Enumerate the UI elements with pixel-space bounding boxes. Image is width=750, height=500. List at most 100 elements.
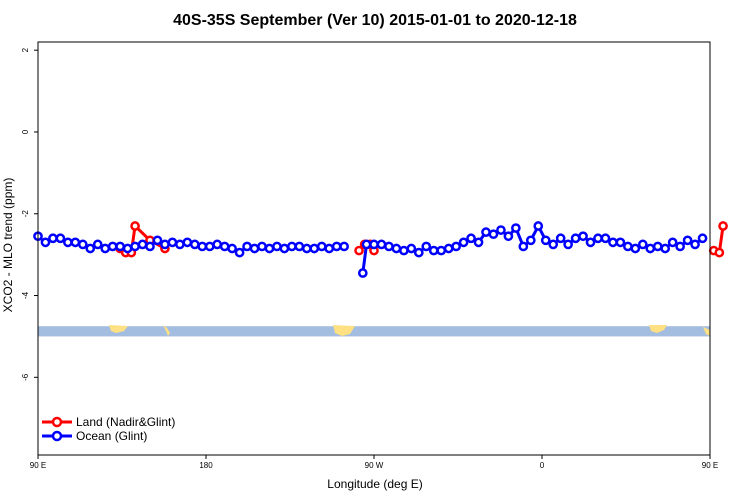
data-point-ocean bbox=[503, 231, 514, 242]
data-point-ocean bbox=[324, 243, 335, 254]
data-point-ocean bbox=[578, 231, 588, 242]
legend-marker-land bbox=[51, 416, 63, 428]
land-africa bbox=[649, 325, 667, 333]
data-point-ocean bbox=[197, 241, 208, 252]
data-point-ocean bbox=[548, 239, 559, 250]
data-point-ocean bbox=[570, 233, 581, 244]
data-point-ocean bbox=[85, 243, 96, 254]
data-point-ocean bbox=[63, 237, 73, 248]
data-point-ocean bbox=[70, 237, 81, 248]
y-tick-label: -4 bbox=[21, 291, 30, 299]
data-point-ocean bbox=[257, 241, 267, 252]
data-point-ocean bbox=[175, 239, 185, 250]
y-tick-label: 0 bbox=[21, 129, 30, 134]
legend-label-land: Land (Nadir&Glint) bbox=[76, 415, 175, 429]
data-point-ocean bbox=[309, 243, 320, 254]
legend-label-ocean: Ocean (Glint) bbox=[76, 429, 147, 443]
data-point-ocean bbox=[152, 235, 163, 246]
data-point-ocean bbox=[369, 239, 379, 250]
data-point-ocean bbox=[384, 241, 394, 252]
data-point-ocean bbox=[428, 245, 439, 256]
data-point-ocean bbox=[645, 243, 656, 254]
data-point-ocean bbox=[212, 239, 223, 250]
data-point-ocean bbox=[615, 237, 626, 248]
x-tick-label: 90 E bbox=[30, 461, 46, 470]
data-point-ocean bbox=[660, 243, 671, 254]
data-point-ocean bbox=[122, 243, 133, 254]
y-axis-label: XCO2 - MLO trend (ppm) bbox=[1, 178, 15, 313]
data-point-ocean bbox=[287, 241, 297, 252]
data-point-ocean bbox=[189, 239, 200, 250]
y-tick-label: 2 bbox=[21, 47, 30, 52]
data-point-ocean bbox=[540, 235, 551, 246]
data-point-ocean bbox=[48, 233, 58, 244]
data-point-ocean bbox=[376, 239, 387, 250]
map-strip bbox=[38, 325, 710, 337]
series-layer bbox=[33, 221, 728, 278]
data-point-ocean bbox=[234, 247, 245, 258]
data-point-ocean bbox=[421, 241, 432, 252]
data-point-ocean bbox=[279, 243, 290, 254]
land-edge bbox=[703, 327, 710, 336]
data-point-ocean bbox=[518, 241, 529, 252]
data-point-ocean bbox=[316, 241, 327, 252]
y-tick-label: -2 bbox=[21, 210, 30, 218]
data-point-land bbox=[354, 245, 364, 256]
data-point-ocean bbox=[331, 241, 342, 252]
data-point-ocean bbox=[227, 243, 237, 254]
chart-title: 40S-35S September (Ver 10) 2015-01-01 to… bbox=[173, 12, 577, 29]
data-point-ocean bbox=[481, 227, 491, 237]
data-point-ocean bbox=[675, 241, 685, 252]
data-point-ocean bbox=[264, 243, 275, 254]
data-point-ocean bbox=[160, 239, 170, 250]
data-point-ocean bbox=[473, 237, 484, 248]
data-point-ocean bbox=[697, 233, 708, 244]
data-point-land bbox=[714, 247, 725, 258]
data-point-ocean bbox=[357, 268, 368, 278]
data-point-land bbox=[718, 221, 728, 231]
data-point-ocean bbox=[167, 237, 178, 248]
data-point-ocean bbox=[533, 221, 544, 231]
data-point-ocean bbox=[600, 233, 611, 244]
data-point-ocean bbox=[413, 247, 424, 258]
x-tick-label: 0 bbox=[540, 461, 545, 470]
legend-marker-ocean bbox=[51, 430, 63, 442]
x-tick-label: 90 W bbox=[365, 461, 384, 470]
data-point-ocean bbox=[525, 235, 536, 246]
map-strip-ocean bbox=[38, 326, 710, 337]
data-point-ocean bbox=[272, 241, 282, 252]
data-point-ocean bbox=[511, 223, 521, 233]
data-point-ocean bbox=[399, 245, 409, 256]
data-point-ocean bbox=[204, 241, 215, 252]
data-point-ocean bbox=[40, 237, 51, 248]
y-tick-label: -6 bbox=[21, 373, 30, 381]
data-point-ocean bbox=[294, 241, 305, 252]
data-point-ocean bbox=[652, 241, 663, 252]
data-point-ocean bbox=[55, 233, 66, 244]
data-point-ocean bbox=[219, 241, 230, 252]
x-tick-label: 180 bbox=[199, 461, 213, 470]
data-point-ocean bbox=[682, 235, 693, 246]
data-point-ocean bbox=[436, 245, 447, 256]
data-point-ocean bbox=[339, 241, 349, 252]
data-point-ocean bbox=[451, 241, 461, 252]
data-point-ocean bbox=[496, 225, 506, 235]
land-australia-west bbox=[109, 325, 128, 333]
data-point-ocean bbox=[637, 239, 648, 250]
data-point-ocean bbox=[406, 243, 417, 254]
x-axis-label: Longitude (deg E) bbox=[327, 477, 422, 491]
data-point-land bbox=[130, 221, 140, 231]
data-point-ocean bbox=[182, 237, 193, 248]
data-point-ocean bbox=[100, 243, 111, 254]
data-point-ocean bbox=[563, 239, 573, 250]
x-tick-label: 90 E bbox=[702, 461, 718, 470]
data-point-ocean bbox=[690, 239, 700, 250]
data-point-ocean bbox=[115, 241, 125, 252]
data-point-ocean bbox=[443, 243, 454, 254]
data-point-ocean bbox=[107, 241, 118, 252]
data-point-ocean bbox=[555, 233, 566, 244]
data-point-ocean bbox=[145, 241, 155, 252]
data-point-ocean bbox=[488, 229, 499, 240]
data-point-ocean bbox=[458, 237, 469, 248]
data-point-ocean bbox=[466, 233, 476, 244]
